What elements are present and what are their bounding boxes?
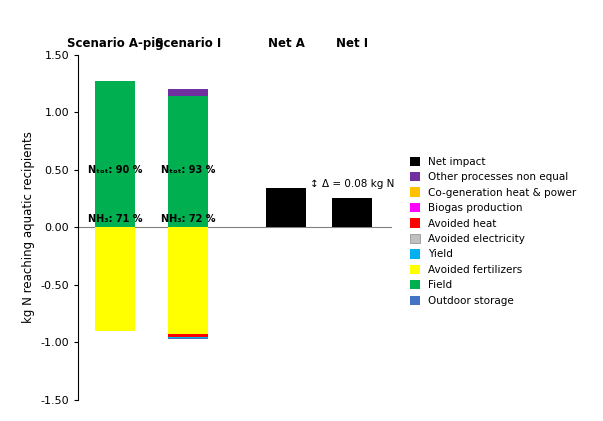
Bar bbox=[95, 81, 135, 227]
Bar bbox=[95, 227, 135, 331]
Text: ↕ Δ = 0.08 kg N: ↕ Δ = 0.08 kg N bbox=[310, 179, 394, 189]
Bar bbox=[168, 227, 208, 334]
Bar bbox=[168, 337, 208, 338]
Text: Nₜₒₜ: 93 %: Nₜₒₜ: 93 % bbox=[160, 165, 215, 175]
Text: NH₃: 72 %: NH₃: 72 % bbox=[160, 214, 215, 224]
Text: NH₃: 71 %: NH₃: 71 % bbox=[87, 214, 142, 224]
Bar bbox=[332, 198, 372, 227]
Text: Nₜₒₜ: 90 %: Nₜₒₜ: 90 % bbox=[87, 165, 142, 175]
Bar bbox=[168, 338, 208, 339]
Bar bbox=[266, 188, 306, 227]
Legend: Net impact, Other processes non equal, Co-generation heat & power, Biogas produc: Net impact, Other processes non equal, C… bbox=[409, 157, 576, 306]
Bar bbox=[168, 334, 208, 337]
Bar bbox=[168, 96, 208, 227]
Bar bbox=[168, 89, 208, 96]
Y-axis label: kg N reaching aquatic recipients: kg N reaching aquatic recipients bbox=[22, 131, 35, 323]
